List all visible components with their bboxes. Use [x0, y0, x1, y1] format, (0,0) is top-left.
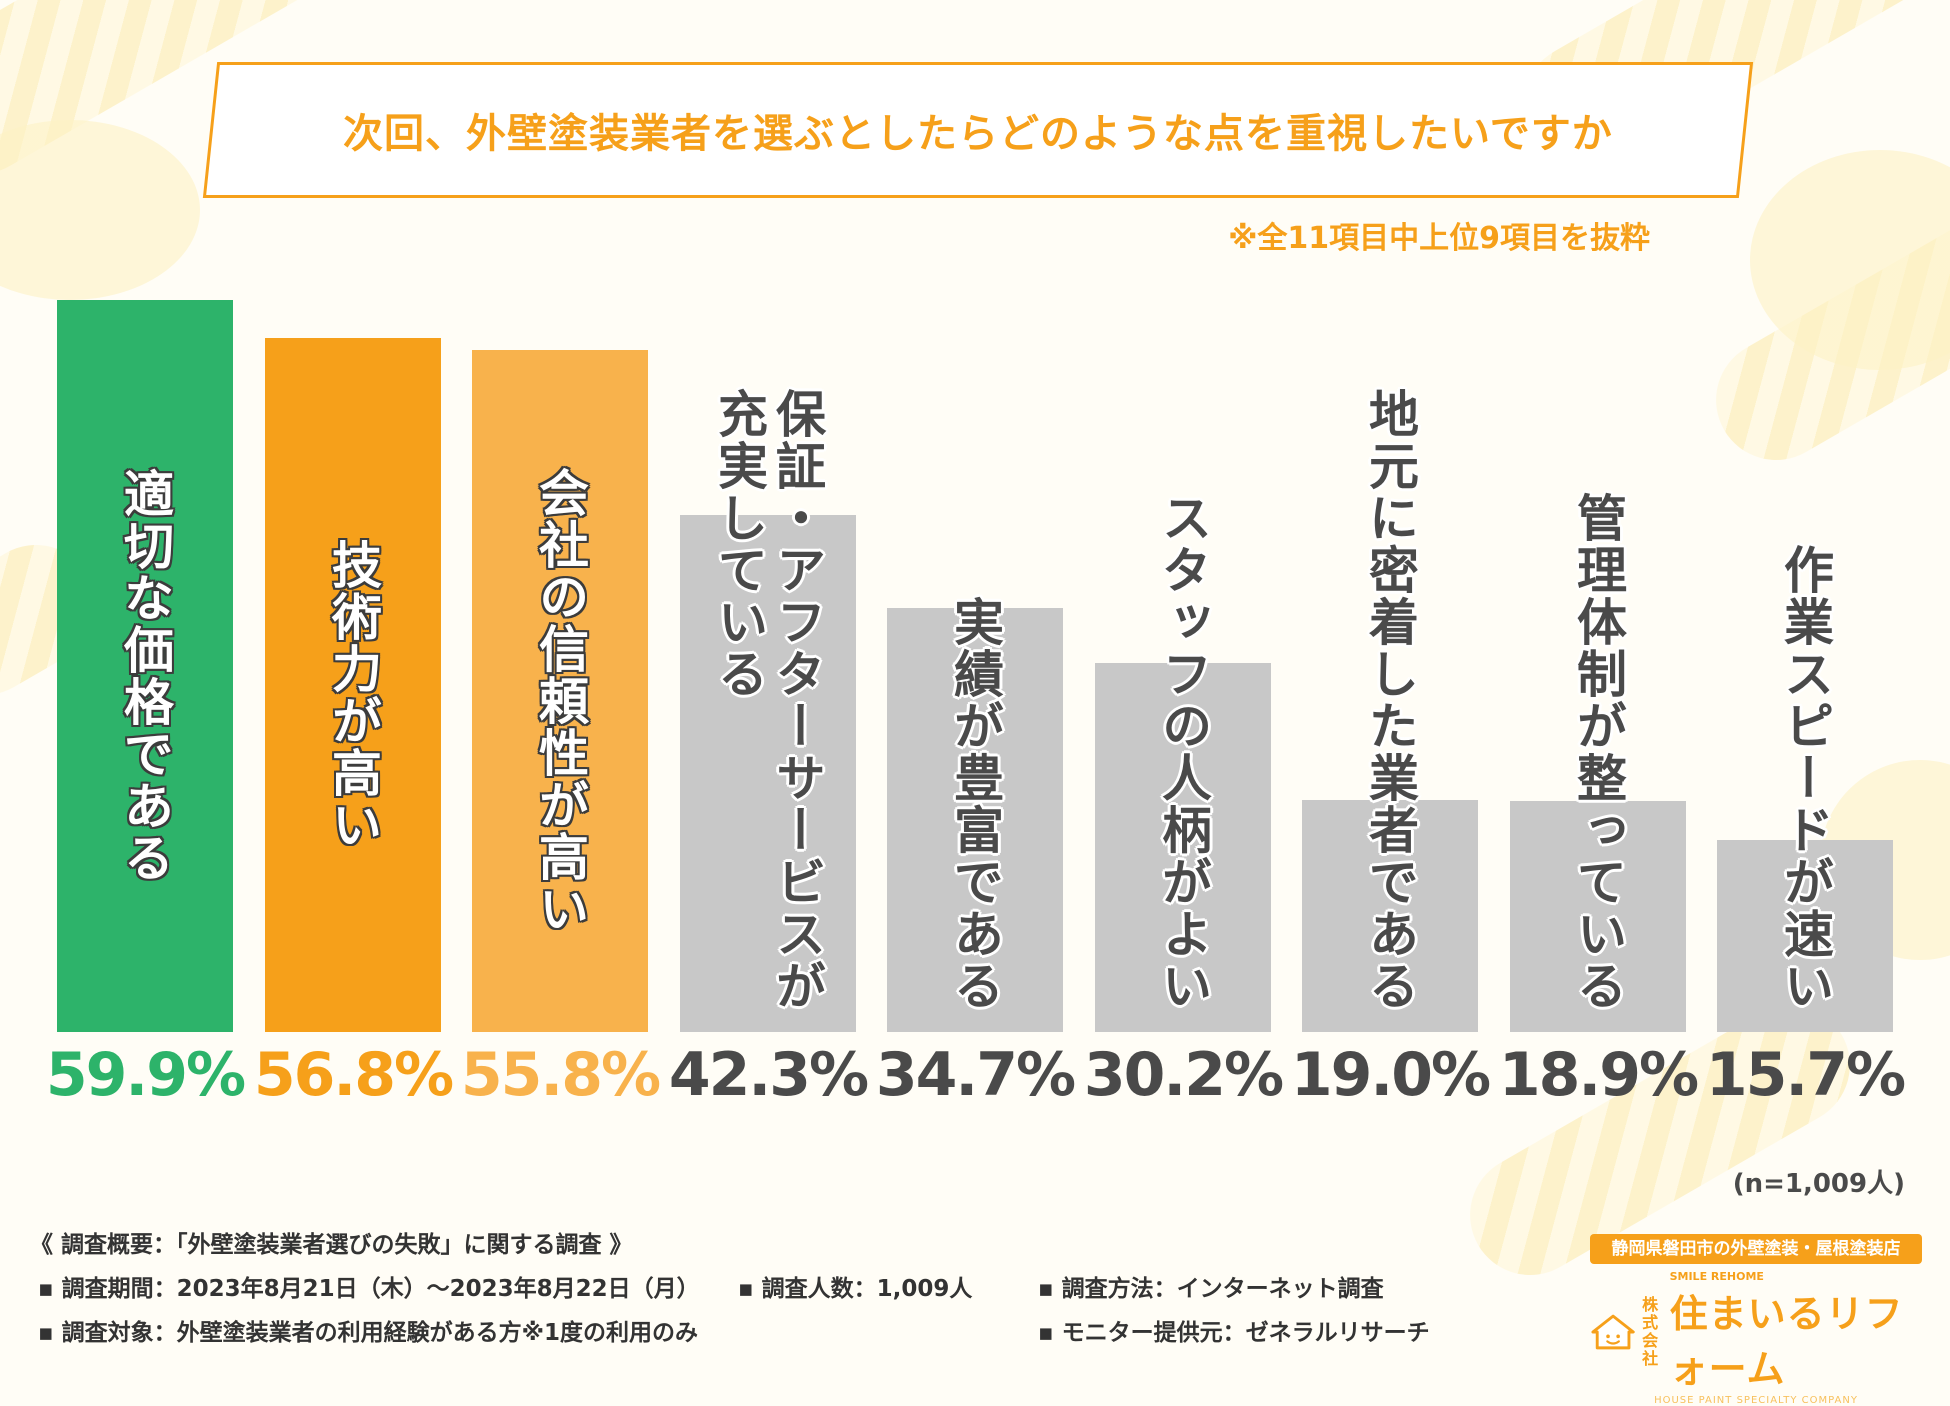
value-label-6: 30.2%	[1083, 1040, 1284, 1110]
value-label-2: 56.8%	[253, 1040, 454, 1110]
category-label-6: スタッフの人柄がよい	[1154, 492, 1212, 1012]
bar-6	[1095, 663, 1271, 1032]
bar-3	[472, 350, 648, 1032]
category-label-line: 適切な価格である	[116, 468, 174, 884]
sample-size-note: (n=1,009人)	[1732, 1169, 1905, 1199]
survey-provider: モニター提供元：ゼネラルリサーチ	[1030, 1313, 1430, 1347]
logo-tagline: HOUSE PAINT SPECIALTY COMPANY	[1654, 1395, 1858, 1406]
survey-count: 調査人数：1,009人	[730, 1269, 1030, 1303]
value-label-4: 42.3%	[668, 1040, 869, 1110]
bar-8	[1510, 801, 1686, 1032]
value-label-9: 15.7%	[1705, 1040, 1906, 1110]
category-label-line: 技術力が高い	[324, 539, 382, 851]
value-label-5: 34.7%	[875, 1040, 1076, 1110]
subnote: ※全11項目中上位9項目を抜粋	[1228, 221, 1650, 256]
value-label-8: 18.9%	[1498, 1040, 1699, 1110]
category-label-4: 保証・アフターサービスが 充実している	[710, 388, 826, 1012]
category-label-line: 保証・アフターサービスが	[768, 388, 826, 1012]
category-label-line: 作業スピードが速い	[1776, 544, 1834, 1012]
value-label-3: 55.8%	[460, 1040, 661, 1110]
bar-7	[1302, 800, 1478, 1032]
category-label-7: 地元に密着した業者である	[1361, 388, 1419, 1012]
logo-kabushiki: 株式会社	[1642, 1294, 1659, 1368]
category-label-line: スタッフの人柄がよい	[1154, 492, 1212, 1012]
category-label-9: 作業スピードが速い	[1776, 544, 1834, 1012]
category-label-3: 会社の信頼性が高い	[531, 467, 589, 935]
category-label-line: 地元に密着した業者である	[1361, 388, 1419, 1012]
survey-overview: 《 調査概要：「外壁塗装業者選びの失敗」に関する調査 》 調査期間：2023年8…	[30, 1225, 1590, 1357]
logo-banner: 静岡県磐田市の外壁塗装・屋根塗装店	[1590, 1234, 1922, 1264]
bar-5	[887, 608, 1063, 1032]
bar-1	[57, 300, 233, 1032]
logo-sub: SMILE REHOME	[1669, 1270, 1764, 1283]
survey-target: 調査対象：外壁塗装業者の利用経験がある方※1度の利用のみ	[30, 1313, 1030, 1347]
category-label-line: 管理体制が整っている	[1569, 492, 1627, 1012]
category-label-8: 管理体制が整っている	[1569, 492, 1627, 1012]
survey-method: 調査方法：インターネット調査	[1030, 1269, 1384, 1303]
category-label-2: 技術力が高い	[324, 539, 382, 851]
value-label-1: 59.9%	[45, 1040, 246, 1110]
company-logo: 静岡県磐田市の外壁塗装・屋根塗装店 株式会社 SMILE REHOME 住まいる…	[1590, 1234, 1922, 1406]
logo-name: 住まいるリフォーム	[1669, 1292, 1904, 1391]
category-label-line: 実績が豊富である	[946, 596, 1004, 1012]
bar-9	[1717, 840, 1893, 1032]
survey-period: 調査期間：2023年8月21日（木）〜2023年8月22日（月）	[30, 1269, 730, 1303]
bar-chart: 適切な価格である 59.9% 技術力が高い 56.8% 会社の信頼性が高い 55.8% 保証…	[45, 300, 1906, 1110]
category-label-line: 会社の信頼性が高い	[531, 467, 589, 935]
category-label-1: 適切な価格である	[116, 468, 174, 884]
category-label-5: 実績が豊富である	[946, 596, 1004, 1012]
bar-4	[680, 515, 856, 1032]
survey-title: 《 調査概要：「外壁塗装業者選びの失敗」に関する調査 》	[30, 1232, 633, 1258]
bar-2	[265, 338, 441, 1032]
house-icon	[1591, 1314, 1635, 1349]
value-label-7: 19.0%	[1290, 1040, 1491, 1110]
category-label-line: 充実している	[710, 388, 768, 700]
